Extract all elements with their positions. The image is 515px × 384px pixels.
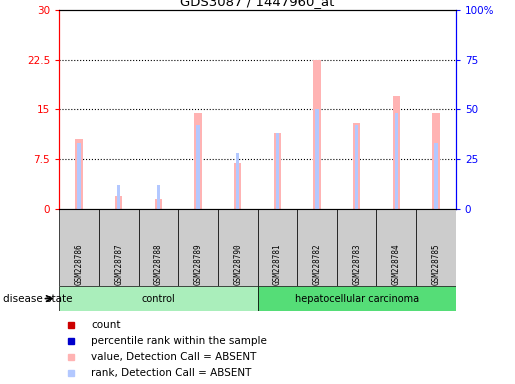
Bar xyxy=(276,133,279,209)
Bar xyxy=(117,185,121,209)
Text: percentile rank within the sample: percentile rank within the sample xyxy=(91,336,267,346)
Bar xyxy=(157,185,160,209)
Bar xyxy=(99,209,139,286)
Bar xyxy=(218,209,258,286)
Bar xyxy=(139,209,178,286)
Bar xyxy=(196,126,200,209)
Bar xyxy=(297,209,337,286)
Text: GSM228790: GSM228790 xyxy=(233,243,242,285)
Text: rank, Detection Call = ABSENT: rank, Detection Call = ABSENT xyxy=(91,368,251,379)
Bar xyxy=(76,139,82,209)
Bar xyxy=(394,113,398,209)
Bar xyxy=(59,209,99,286)
Bar xyxy=(337,209,376,286)
Text: GSM228788: GSM228788 xyxy=(154,243,163,285)
Text: GSM228784: GSM228784 xyxy=(392,243,401,285)
Bar xyxy=(258,209,297,286)
Bar xyxy=(258,286,456,311)
Text: GSM228783: GSM228783 xyxy=(352,243,361,285)
Bar xyxy=(315,109,319,209)
Bar xyxy=(236,153,239,209)
Bar xyxy=(355,126,358,209)
Text: GSM228785: GSM228785 xyxy=(432,243,440,285)
Text: control: control xyxy=(142,293,175,304)
Text: count: count xyxy=(91,320,121,330)
Bar xyxy=(77,143,81,209)
Bar xyxy=(353,123,360,209)
Text: GSM228787: GSM228787 xyxy=(114,243,123,285)
Bar xyxy=(393,96,400,209)
Bar xyxy=(433,113,439,209)
Text: GSM228786: GSM228786 xyxy=(75,243,83,285)
Bar xyxy=(274,133,281,209)
Text: GSM228781: GSM228781 xyxy=(273,243,282,285)
Text: hepatocellular carcinoma: hepatocellular carcinoma xyxy=(295,293,419,304)
Bar xyxy=(115,196,122,209)
Bar xyxy=(314,60,320,209)
Bar xyxy=(416,209,456,286)
Bar xyxy=(155,199,162,209)
Bar xyxy=(234,163,241,209)
Text: value, Detection Call = ABSENT: value, Detection Call = ABSENT xyxy=(91,352,256,362)
Text: GSM228782: GSM228782 xyxy=(313,243,321,285)
Bar xyxy=(376,209,416,286)
Bar xyxy=(195,113,201,209)
Text: disease state: disease state xyxy=(3,293,72,304)
Bar xyxy=(59,286,258,311)
Title: GDS3087 / 1447960_at: GDS3087 / 1447960_at xyxy=(180,0,335,8)
Text: GSM228789: GSM228789 xyxy=(194,243,202,285)
Bar xyxy=(434,143,438,209)
Bar xyxy=(178,209,218,286)
